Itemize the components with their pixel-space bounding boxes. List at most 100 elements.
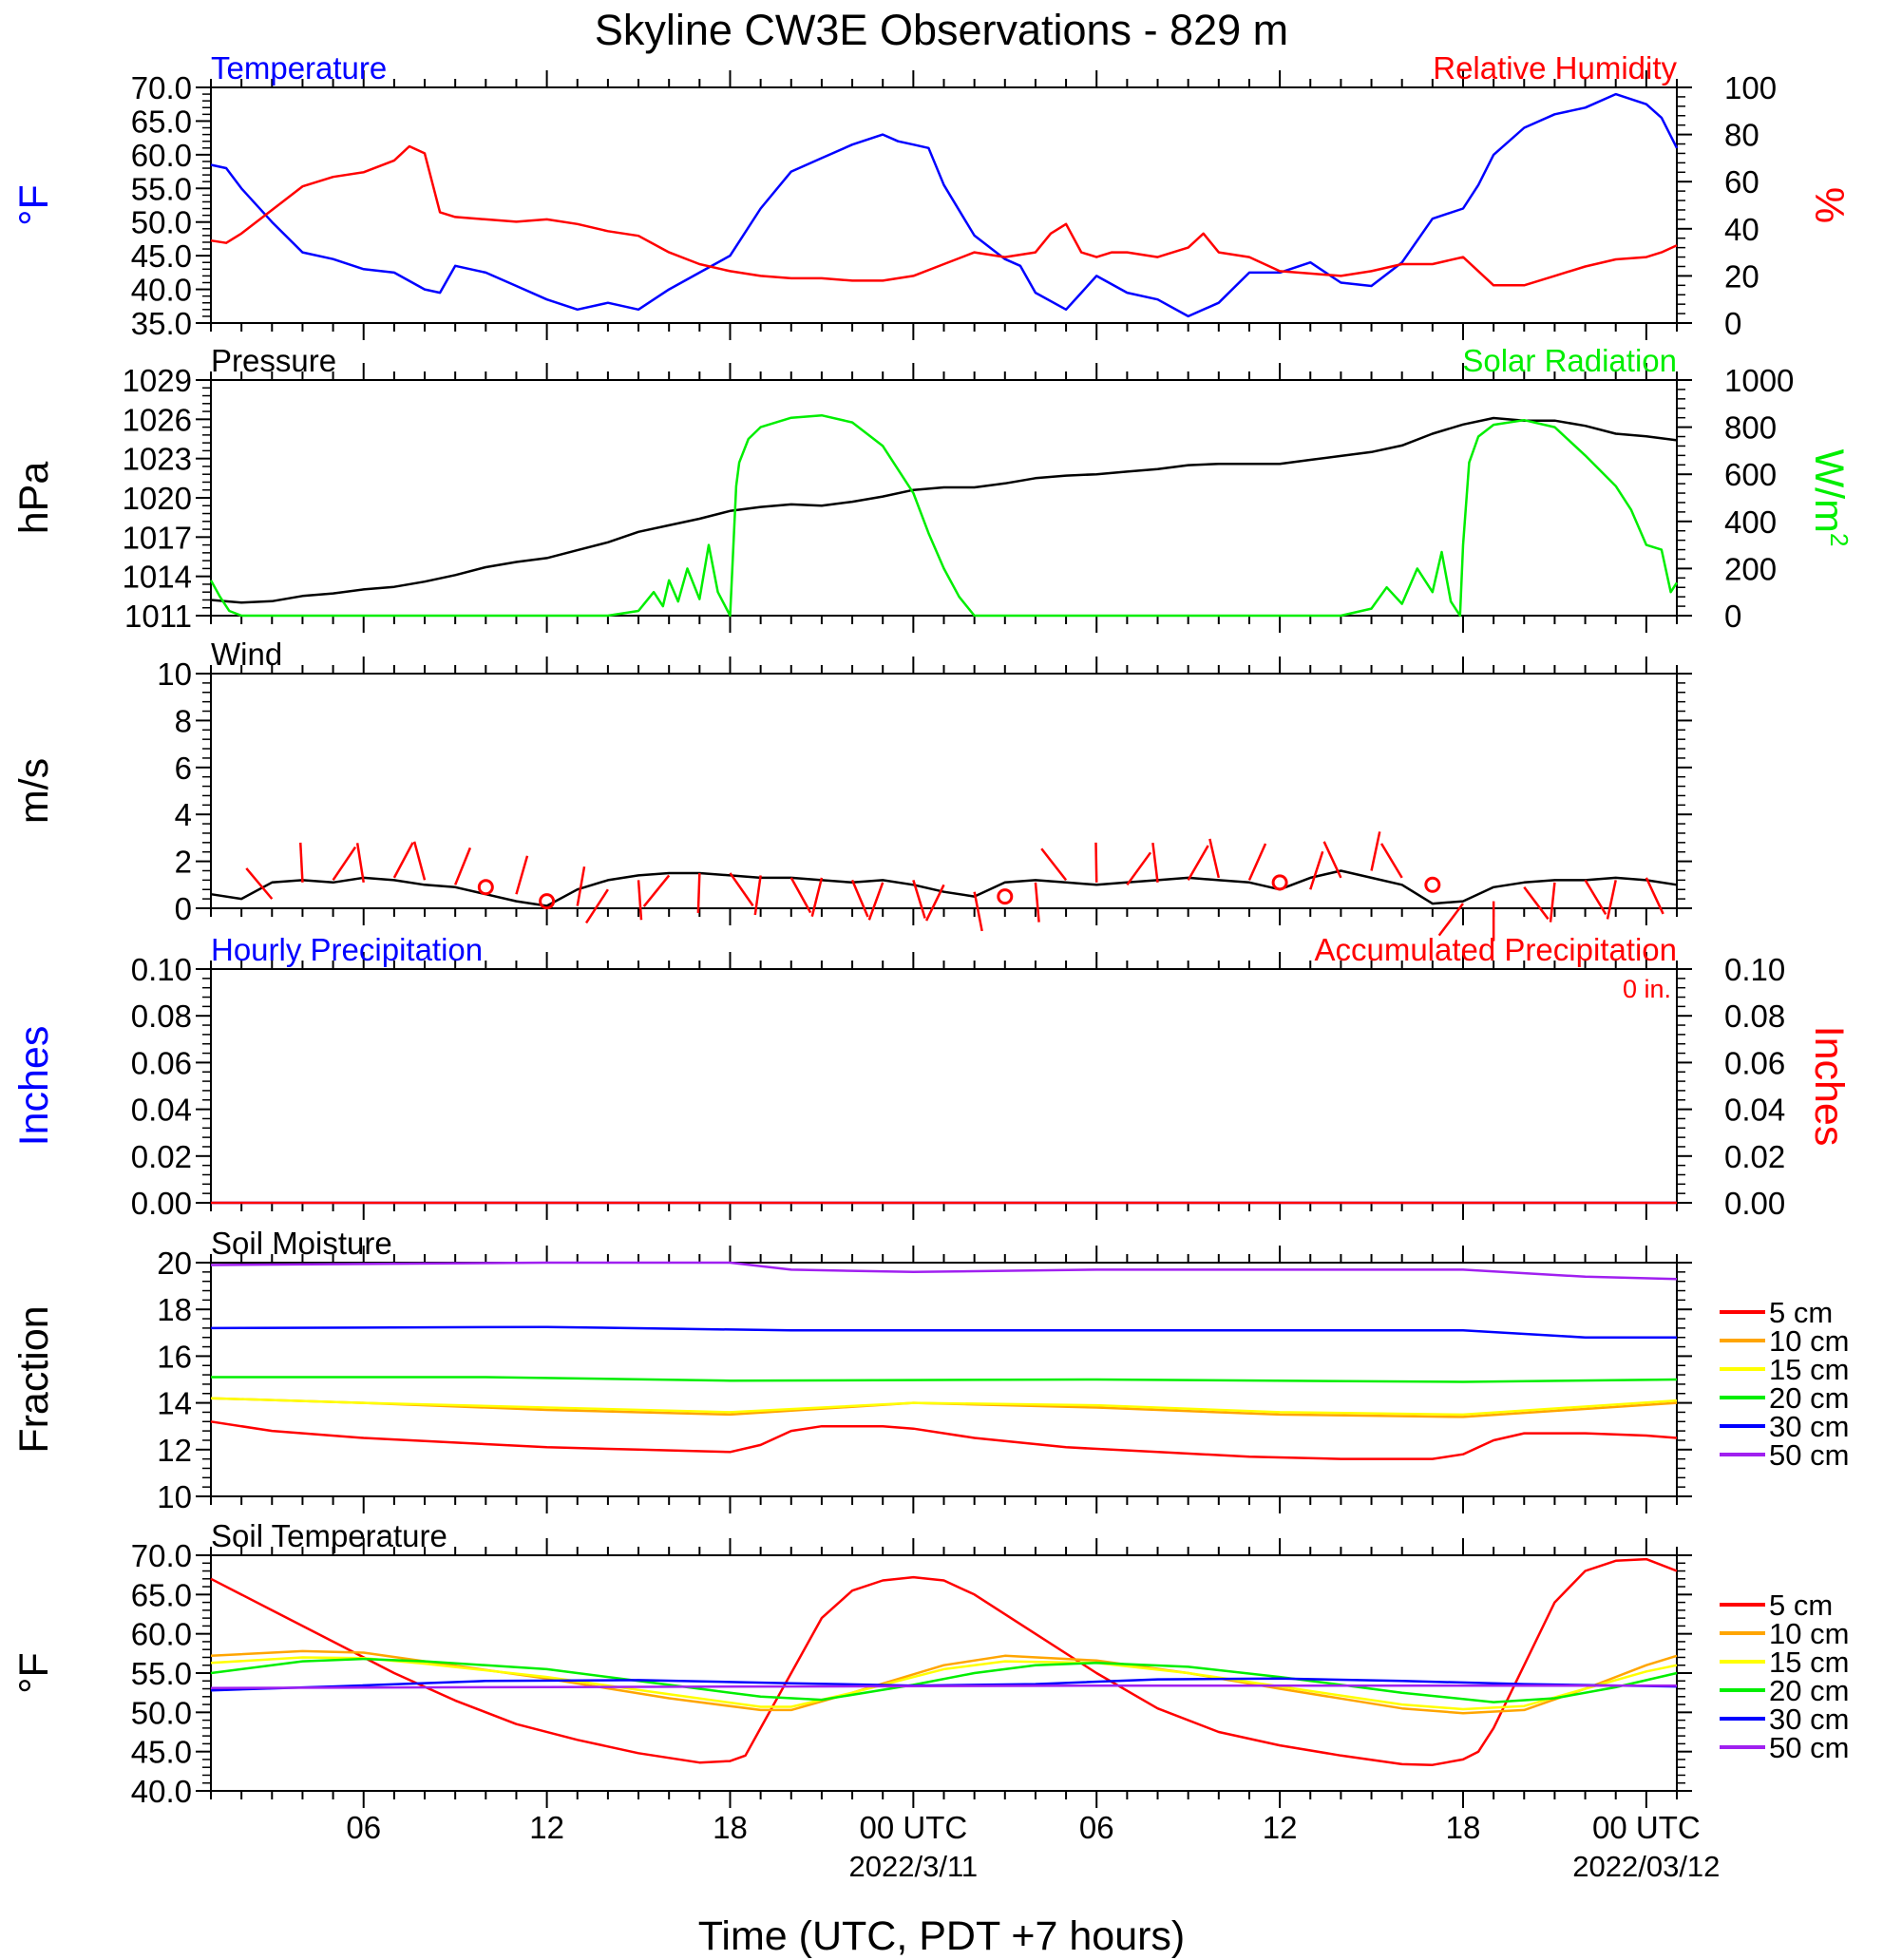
pressure_solar-series-solar-radiation [209,413,1679,618]
precip-y-tick-label: 0.06 [131,1045,192,1080]
pressure_solar-y2-axis-label-superscript: 2 [1825,533,1854,546]
wind-barb [1040,847,1068,882]
wind-barb [1645,877,1664,915]
precip-y2-tick-label: 0.08 [1724,999,1785,1034]
precip-plot-frame [210,968,1678,1204]
wind-y-tick-label: 2 [175,845,192,880]
temp_rh-series-temperature [210,92,1679,318]
wind-y-tick-label: 0 [175,891,192,926]
wind-barb [1126,851,1152,886]
wind-barb [1549,882,1556,923]
soil_temp-legend-label: 20 cm [1769,1674,1849,1707]
temp_rh-y-tick-label: 55.0 [131,171,192,206]
soil_moisture-series-15-cm [210,1397,1678,1417]
wind-barb [1523,886,1550,921]
pressure_solar-y-tick-label: 1017 [123,520,192,555]
wind-barb [1247,843,1267,881]
wind-barb [1322,841,1342,879]
precip-y2-tick-label: 0.02 [1724,1139,1785,1174]
precip-y2-tick-label: 0.00 [1724,1186,1785,1221]
temp_rh-y-tick-label: 40.0 [131,273,192,308]
calm-wind-circle [1271,874,1288,891]
pressure_solar-right-title: Solar Radiation [1462,343,1677,378]
pressure_solar-y-axis-label: hPa [11,462,57,535]
temp_rh-y-axis-label: °F [11,184,57,225]
wind-barb [642,874,671,907]
wind-barb [696,872,701,913]
wind-barb [789,877,812,914]
soil_temp-y-tick-label: 55.0 [131,1656,192,1691]
chart-title: Skyline CW3E Observations - 829 m [594,6,1289,54]
wind-barb [1606,880,1617,920]
precip-y2-tick-label: 0.06 [1724,1045,1785,1080]
pressure_solar-y-tick-label: 1014 [123,560,192,595]
soil_temp-legend-label: 30 cm [1769,1703,1849,1736]
soil_moisture-y-tick-label: 12 [157,1433,192,1468]
soil_temp-y-tick-label: 40.0 [131,1774,192,1809]
soil_moisture-legend-label: 15 cm [1769,1353,1849,1386]
soil_temp-series-50-cm [210,1684,1677,1689]
precip-y-tick-label: 0.04 [131,1093,192,1128]
temp_rh-y2-tick-label: 40 [1724,212,1759,247]
precip-y-axis-label: Inches [11,1026,57,1147]
wind-barb [1309,850,1324,890]
wind-barb [412,841,427,881]
pressure_solar-y2-axis-label: W/m2 [1806,449,1854,547]
wind-plot-frame [210,673,1678,909]
x-tick-label: 00 UTC [860,1810,968,1845]
wind-barb [576,866,586,906]
soil_moisture-y-tick-label: 10 [157,1479,192,1514]
soil_temp-legend-label: 15 cm [1769,1646,1849,1679]
wind-y-tick-label: 6 [175,751,192,786]
wind-barb [810,877,824,917]
wind-barb [454,847,472,885]
temp_rh-y-tick-label: 60.0 [131,138,192,173]
soil_moisture-legend-label: 30 cm [1769,1410,1849,1443]
pressure_solar-series-pressure [210,416,1678,604]
soil_temp-y-tick-label: 50.0 [131,1695,192,1730]
precip-right-title: Accumulated Precipitation [1314,932,1677,967]
wind-y-tick-label: 4 [175,797,192,832]
wind-barb [867,882,884,921]
precip-annotation: 0 in. [1623,975,1671,1003]
soil_temp-y-tick-label: 60.0 [131,1617,192,1652]
wind-barb [332,846,357,882]
soil_moisture-legend-label: 50 cm [1769,1438,1849,1472]
wind-barb [392,842,414,879]
soil_temp-y-axis-label: °F [11,1652,57,1693]
wind-barb [355,843,365,884]
pressure_solar-y-tick-label: 1029 [123,363,192,398]
wind-y-axis-label: m/s [11,758,57,824]
precip-y-tick-label: 0.00 [131,1186,192,1221]
soil_temp-series-20-cm [210,1657,1678,1703]
soil_temp-series-10-cm [210,1649,1678,1715]
temp_rh-y2-tick-label: 100 [1724,70,1777,105]
soil_moisture-series-5-cm [210,1420,1678,1460]
pressure_solar-y2-tick-label: 1000 [1724,363,1794,398]
wind-barb [973,891,983,932]
wind-barb [1437,903,1464,937]
pressure_solar-y-tick-label: 1020 [123,481,192,516]
x-tick-label: 06 [1079,1810,1114,1845]
wind-left-title: Wind [211,637,282,672]
wind-barb [1208,838,1221,879]
wind-barb [1187,845,1209,881]
temp_rh-left-title: Temperature [211,50,387,86]
soil_temp-series-5-cm [210,1557,1678,1766]
wind-barb [298,842,304,883]
soil_temp-plot-frame [210,1554,1678,1792]
wind-series-wind-speed [210,869,1678,907]
temp_rh-y2-tick-label: 20 [1724,258,1759,294]
soil_moisture-series-50-cm [210,1261,1678,1281]
temp_rh-y-tick-label: 70.0 [131,70,192,105]
temp_rh-y-tick-label: 35.0 [131,306,192,341]
pressure_solar-y2-tick-label: 200 [1724,551,1777,586]
temp_rh-y-tick-label: 45.0 [131,238,192,274]
soil_moisture-legend-label: 5 cm [1769,1296,1833,1329]
soil_moisture-legend-label: 10 cm [1769,1324,1849,1358]
calm-wind-circle [539,893,556,910]
wind-barb [584,888,609,924]
pressure_solar-y-tick-label: 1026 [123,402,192,437]
wind-barb [912,879,926,919]
wind-barb [1034,882,1040,923]
